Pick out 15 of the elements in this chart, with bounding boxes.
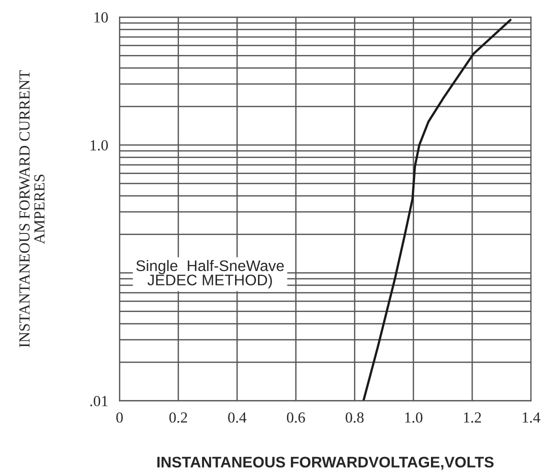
x-tick-label: 1.2	[464, 412, 481, 423]
y-axis-title: INSTANTANEOUS FORWARD CURRENT AMPERES	[19, 70, 45, 348]
x-tick-label: 0.2	[169, 412, 188, 423]
x-tick-label: 1.4	[522, 412, 540, 423]
x-tick-label: 0.4	[228, 412, 246, 423]
annotation: Single Half-SneWave JEDEC METHOD)	[136, 260, 284, 288]
x-tick-label: 0.6	[286, 412, 305, 423]
y-tick-label: .01	[90, 396, 108, 406]
x-tick-label: 0.8	[346, 412, 364, 423]
x-axis-title: INSTANTANEOUS FORWARDVOLTAGE,VOLTS	[157, 456, 494, 470]
line-series	[362, 18, 512, 401]
x-tick-label: 1.0	[405, 412, 422, 423]
x-tick-label: 0	[116, 412, 123, 423]
y-tick-label: 1.0	[90, 140, 108, 151]
y-tick-label: 10	[94, 12, 108, 23]
